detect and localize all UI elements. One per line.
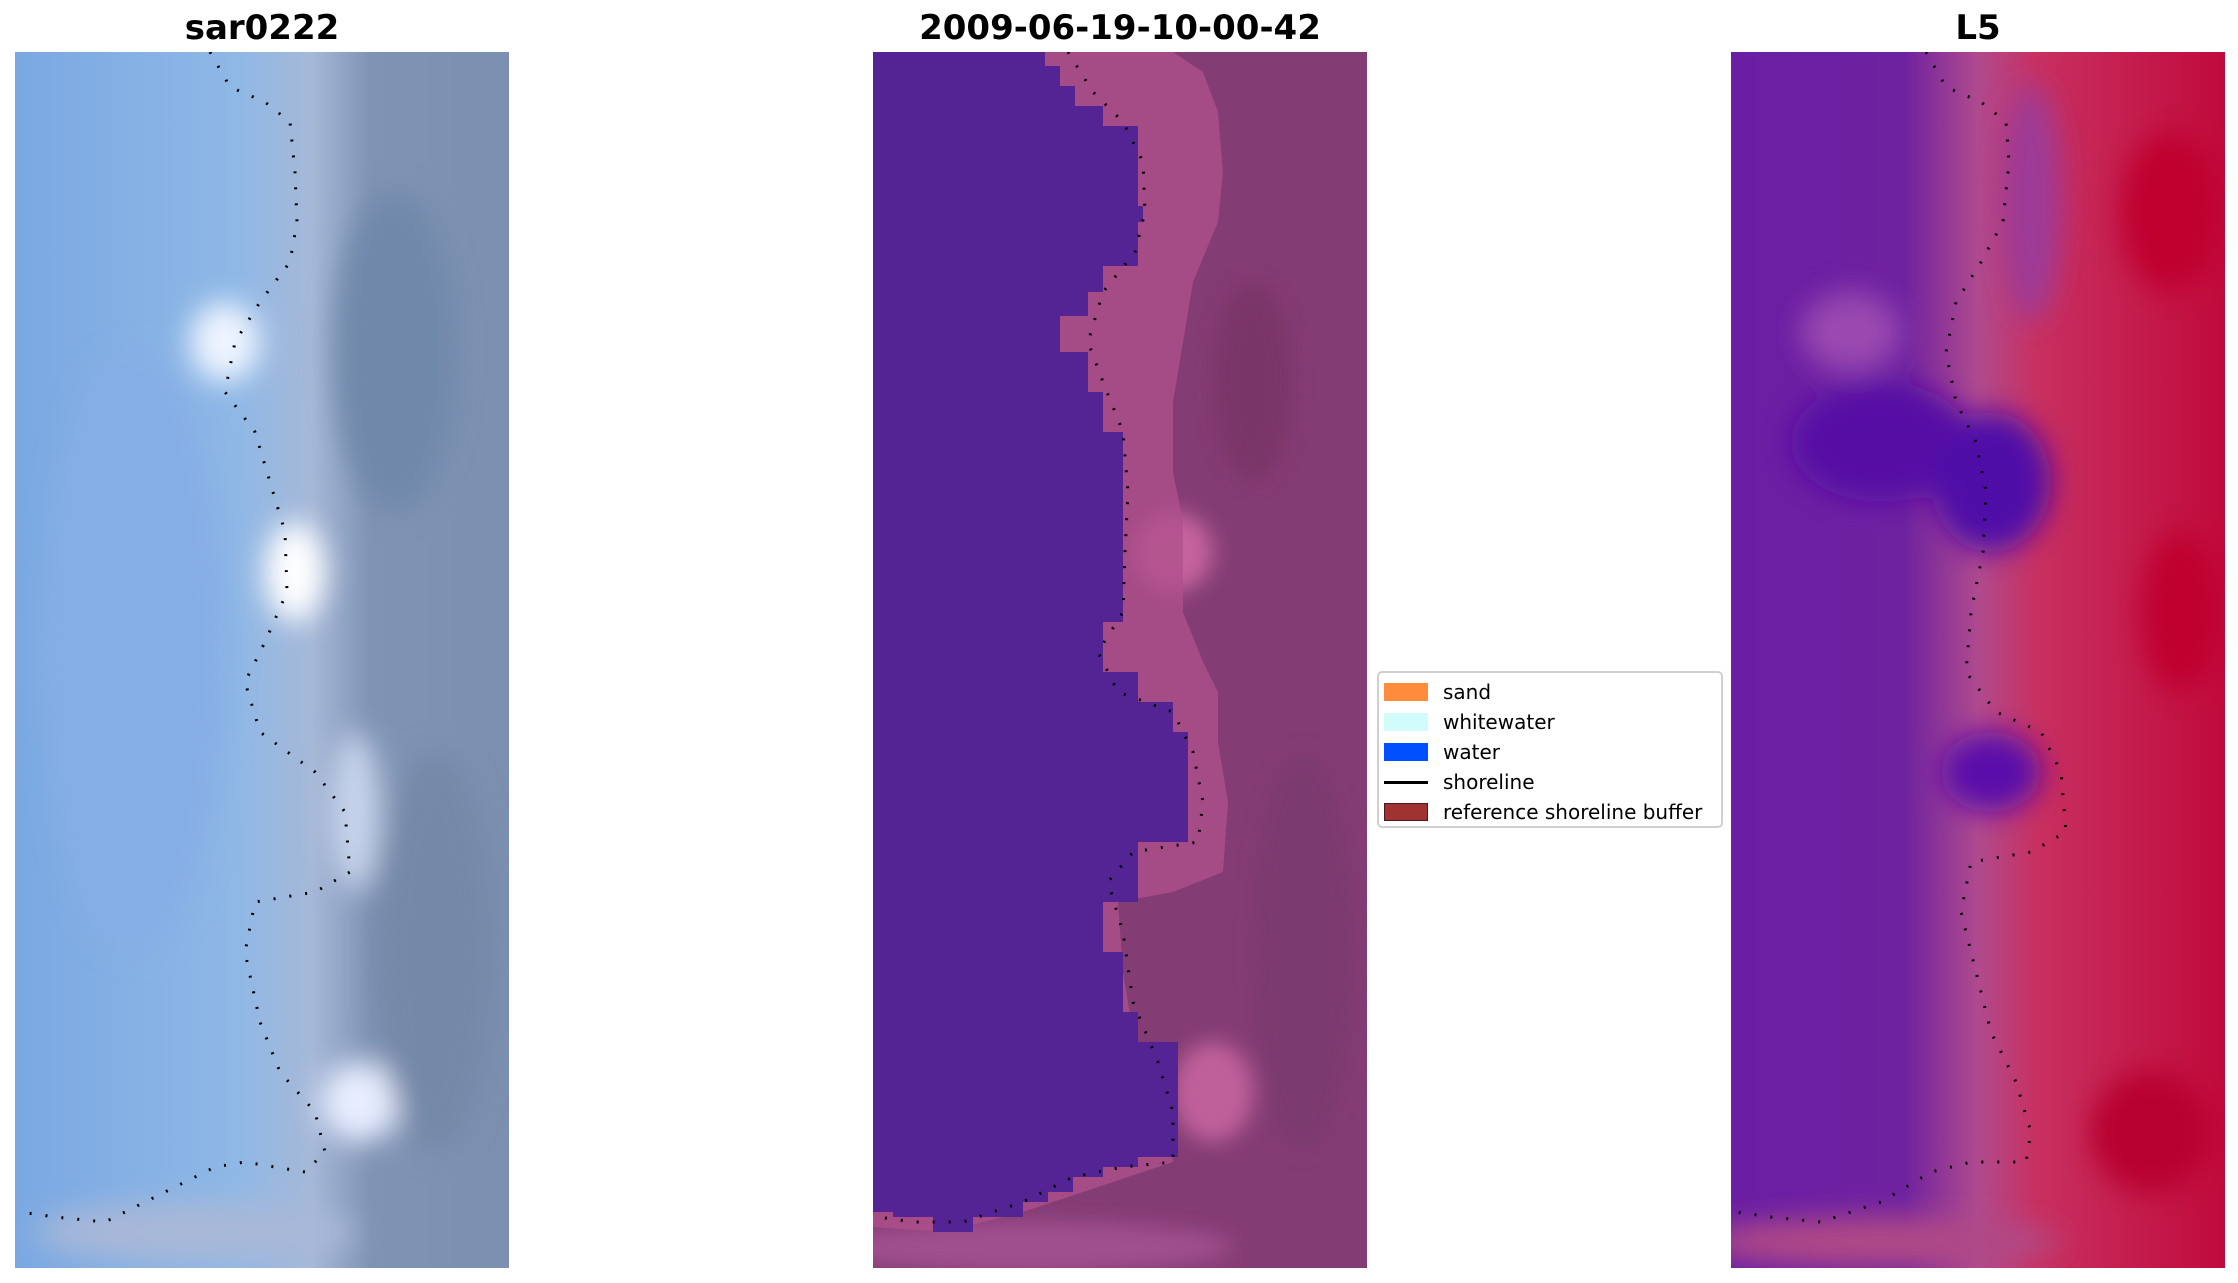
classification-image xyxy=(873,52,1367,1268)
legend-label: whitewater xyxy=(1443,710,1555,734)
water-class-region xyxy=(873,52,1188,1232)
sand-swatch xyxy=(1384,683,1428,701)
legend-item-reference-shoreline-buffer: reference shoreline buffer xyxy=(1384,799,1702,825)
rgb-image xyxy=(15,52,509,1268)
panel-title-rgb: sar0222 xyxy=(184,8,340,48)
shoreline-dots xyxy=(877,52,1205,1224)
reference-shoreline-buffer-swatch xyxy=(1384,803,1428,821)
shoreline-swatch xyxy=(1384,780,1428,784)
panel-title-classification: 2009-06-19-10-00-42 xyxy=(919,8,1321,48)
legend-label: shoreline xyxy=(1443,770,1535,794)
legend-item-sand: sand xyxy=(1384,679,1491,705)
legend-item-whitewater: whitewater xyxy=(1384,709,1555,735)
legend-label: sand xyxy=(1443,680,1492,704)
water-swatch xyxy=(1384,743,1428,761)
panel-title-index: L5 xyxy=(1955,8,2001,48)
legend: sand whitewater water shoreline referenc… xyxy=(1377,671,1723,828)
index-image xyxy=(1731,52,2225,1268)
whitewater-swatch xyxy=(1384,713,1428,731)
legend-item-shoreline: shoreline xyxy=(1384,769,1535,795)
legend-label: reference shoreline buffer xyxy=(1443,800,1703,824)
legend-item-water: water xyxy=(1384,739,1500,765)
legend-label: water xyxy=(1443,740,1500,764)
